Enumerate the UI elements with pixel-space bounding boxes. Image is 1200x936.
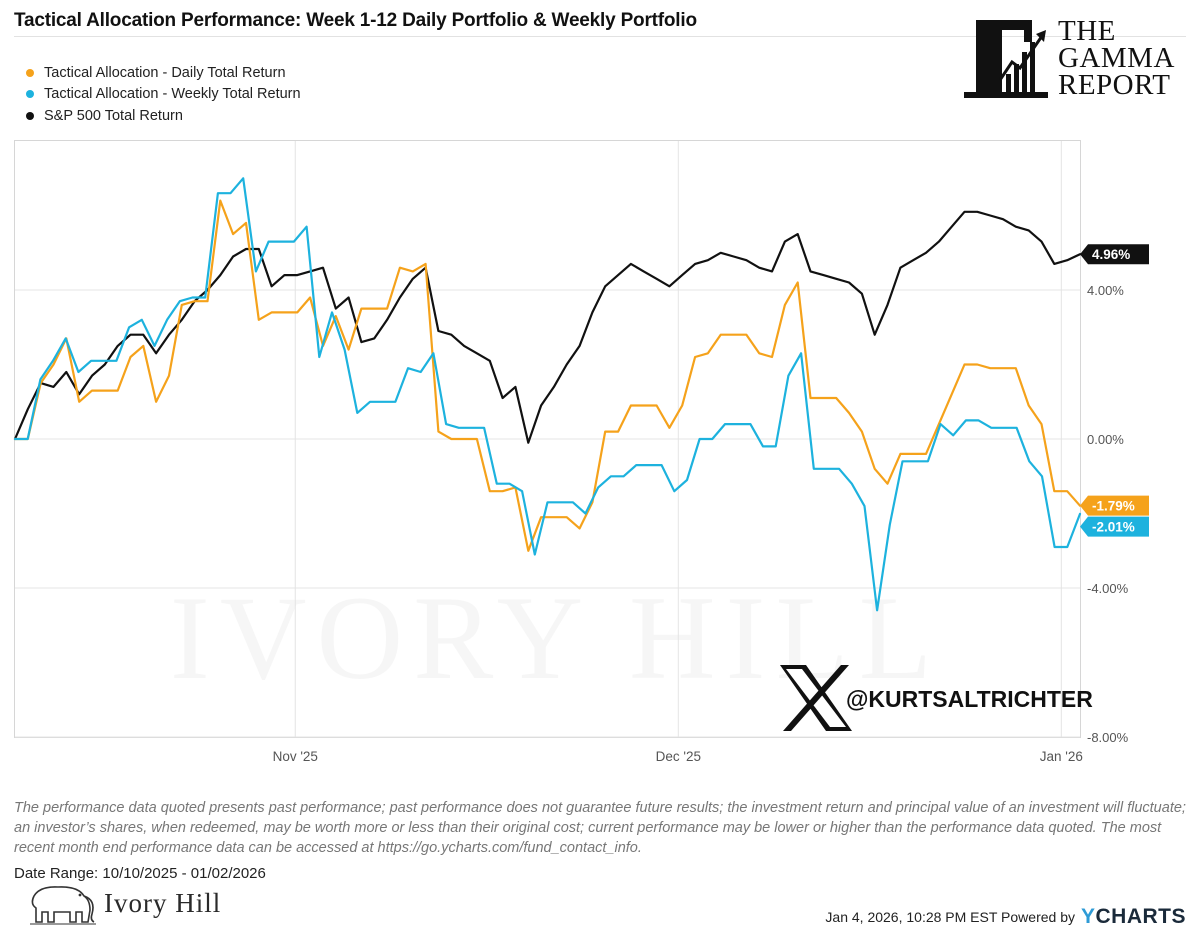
chart-title: Tactical Allocation Performance: Week 1-… bbox=[14, 10, 697, 31]
footer-timestamp: Jan 4, 2026, 10:28 PM EST Powered by bbox=[825, 909, 1075, 925]
x-logo-icon bbox=[780, 665, 852, 731]
end-value-labels: -1.79% -2.01% 4.96% bbox=[1080, 244, 1149, 537]
end-label-0: -1.79% bbox=[1080, 495, 1149, 516]
legend: Tactical Allocation - Daily Total Return… bbox=[26, 62, 301, 127]
end-label-text: 4.96% bbox=[1092, 247, 1130, 262]
gamma-report-emblem-icon bbox=[964, 20, 1048, 98]
end-label-2: 4.96% bbox=[1080, 244, 1149, 265]
gamma-report-logo: THE GAMMA REPORT bbox=[962, 16, 1184, 102]
twitter-handle: @KURTSALTRICHTER bbox=[846, 686, 1093, 712]
footer-attribution: Jan 4, 2026, 10:28 PM EST Powered by YCH… bbox=[825, 905, 1186, 929]
x-tick-label: Nov '25 bbox=[273, 749, 318, 764]
x-axis-labels: Nov '25 Dec '25 Jan '26 bbox=[273, 749, 1083, 764]
y-axis-labels: 4.00% 0.00% -4.00% -8.00% bbox=[1087, 283, 1129, 745]
title-divider bbox=[14, 36, 1186, 37]
ycharts-logo[interactable]: YCHARTS bbox=[1080, 905, 1186, 928]
series-lines bbox=[13, 177, 1082, 612]
performance-disclaimer: The performance data quoted presents pas… bbox=[14, 800, 1186, 856]
x-tick-label: Dec '25 bbox=[656, 749, 701, 764]
ivory-hill-logo: Ivory Hill bbox=[28, 882, 268, 928]
end-label-text: -1.79% bbox=[1092, 499, 1135, 514]
legend-item-weekly[interactable]: Tactical Allocation - Weekly Total Retur… bbox=[26, 84, 301, 106]
end-label-badge bbox=[1080, 516, 1149, 537]
series-line-0 bbox=[13, 199, 1082, 552]
legend-swatch-weekly bbox=[26, 90, 34, 99]
end-label-1: -2.01% bbox=[1080, 516, 1149, 537]
ivory-hill-wordmark: Ivory Hill bbox=[104, 888, 222, 918]
legend-swatch-sp500 bbox=[26, 111, 34, 120]
y-tick-label: -4.00% bbox=[1087, 581, 1129, 596]
twitter-handle-badge: @KURTSALTRICHTER bbox=[780, 665, 1093, 731]
series-line-1 bbox=[13, 177, 1082, 612]
end-label-text: -2.01% bbox=[1092, 520, 1135, 535]
series-line-2 bbox=[13, 210, 1082, 444]
y-tick-label: 0.00% bbox=[1087, 432, 1124, 447]
date-range: Date Range: 10/10/2025 - 01/02/2026 bbox=[14, 865, 266, 882]
y-tick-label: -8.00% bbox=[1087, 730, 1129, 745]
gamma-report-wordmark: THE GAMMA REPORT bbox=[1058, 15, 1175, 101]
x-tick-label: Jan '26 bbox=[1040, 749, 1083, 764]
end-label-badge bbox=[1080, 244, 1149, 265]
legend-item-sp500[interactable]: S&P 500 Total Return bbox=[26, 105, 301, 127]
legend-label-weekly: Tactical Allocation - Weekly Total Retur… bbox=[44, 86, 301, 103]
elephant-icon bbox=[30, 886, 96, 925]
legend-swatch-daily bbox=[26, 68, 34, 77]
y-tick-label: 4.00% bbox=[1087, 283, 1124, 298]
end-label-badge bbox=[1080, 495, 1149, 516]
legend-label-daily: Tactical Allocation - Daily Total Return bbox=[44, 64, 286, 81]
legend-label-sp500: S&P 500 Total Return bbox=[44, 107, 183, 124]
legend-item-daily[interactable]: Tactical Allocation - Daily Total Return bbox=[26, 62, 301, 84]
